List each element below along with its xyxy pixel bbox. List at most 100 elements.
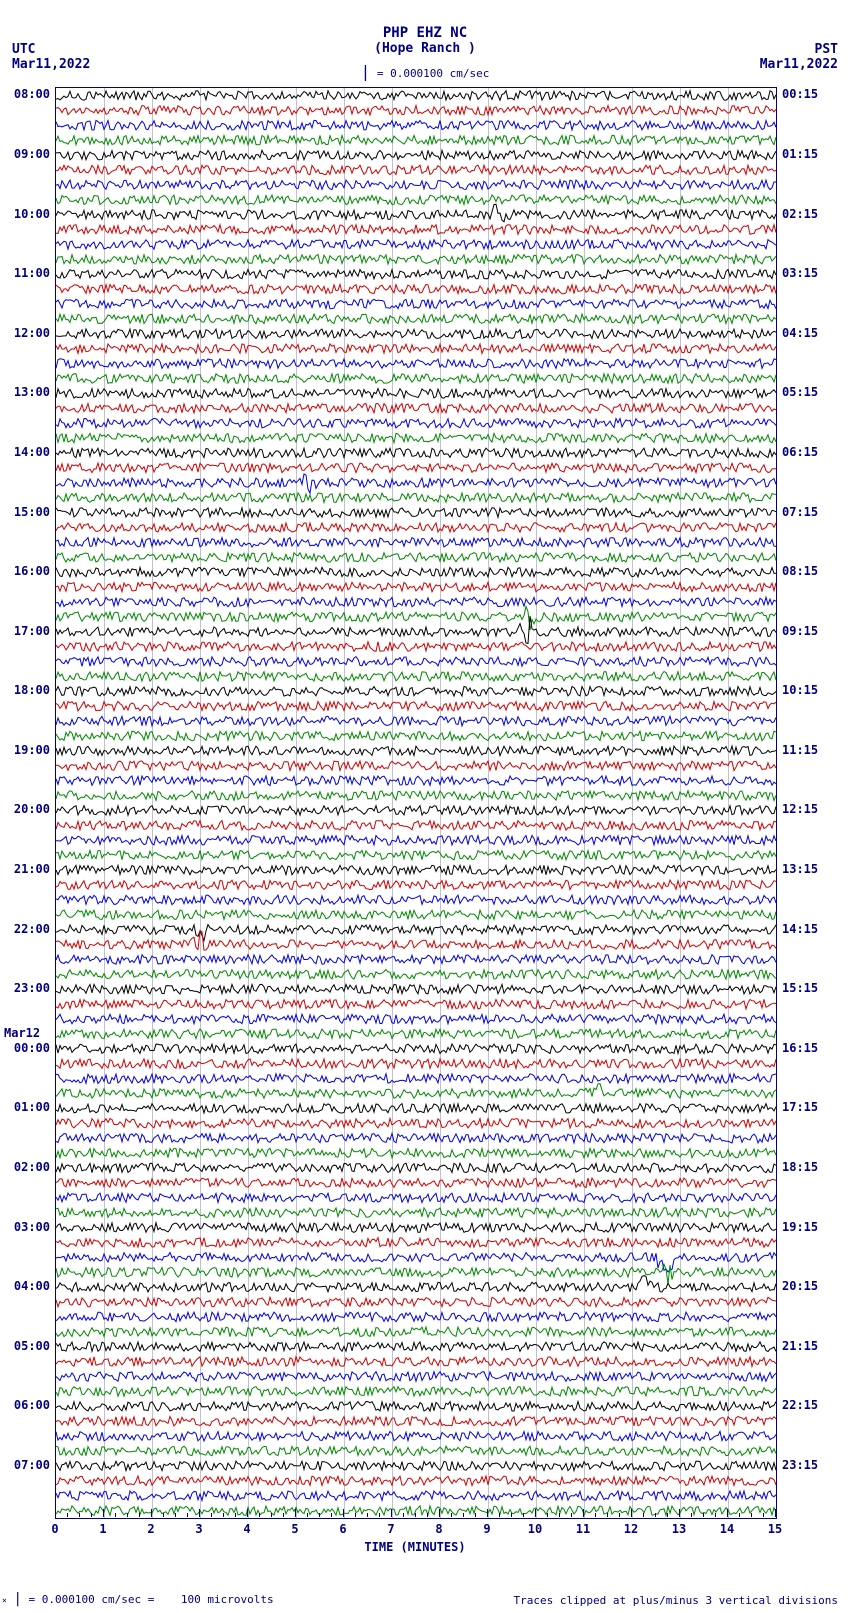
x-tick-label: 9 <box>483 1522 490 1536</box>
seismic-trace <box>56 970 776 980</box>
pst-time-label: 22:15 <box>782 1398 818 1412</box>
utc-time-label: 14:00 <box>2 445 50 459</box>
utc-time-label: 21:00 <box>2 862 50 876</box>
seismic-trace <box>56 418 776 428</box>
seismic-trace <box>56 1119 776 1129</box>
seismic-trace <box>56 1402 776 1412</box>
seismic-trace <box>56 865 776 875</box>
seismic-trace <box>56 359 776 369</box>
seismic-trace <box>56 1387 776 1397</box>
utc-time-label: 18:00 <box>2 683 50 697</box>
seismic-trace <box>56 1342 776 1352</box>
right-date: Mar11,2022 <box>760 57 838 72</box>
seismic-trace <box>56 999 776 1009</box>
seismic-trace <box>56 474 776 493</box>
x-axis-title: TIME (MINUTES) <box>364 1540 465 1554</box>
seismic-trace <box>56 1297 776 1307</box>
x-tick-label: 15 <box>768 1522 782 1536</box>
left-date: Mar11,2022 <box>12 57 90 72</box>
pst-time-label: 18:15 <box>782 1160 818 1174</box>
seismic-trace <box>56 106 776 116</box>
utc-time-label: 01:00 <box>2 1100 50 1114</box>
utc-time-label: 19:00 <box>2 743 50 757</box>
seismic-trace <box>56 1074 776 1084</box>
pst-time-label: 19:15 <box>782 1220 818 1234</box>
utc-time-label: 05:00 <box>2 1339 50 1353</box>
seismic-trace <box>56 746 776 756</box>
pst-time-label: 13:15 <box>782 862 818 876</box>
seismic-trace <box>56 1084 776 1099</box>
x-tick-label: 7 <box>387 1522 394 1536</box>
seismic-trace <box>56 607 776 631</box>
x-tick-label: 3 <box>195 1522 202 1536</box>
seismic-trace <box>56 1372 776 1382</box>
utc-time-label: 02:00 <box>2 1160 50 1174</box>
seismic-trace <box>56 616 776 644</box>
seismic-trace <box>56 835 776 845</box>
seismic-trace <box>56 1163 776 1173</box>
pst-time-label: 17:15 <box>782 1100 818 1114</box>
helicorder-chart: PHP EHZ NC (Hope Ranch ) | = 0.000100 cm… <box>0 0 850 1613</box>
seismic-trace <box>56 925 776 941</box>
seismic-trace <box>56 850 776 860</box>
seismic-trace <box>56 791 776 801</box>
seismic-trace <box>56 553 776 562</box>
utc-time-label: 03:00 <box>2 1220 50 1234</box>
pst-time-label: 15:15 <box>782 981 818 995</box>
seismic-trace <box>56 269 776 279</box>
pst-time-label: 23:15 <box>782 1458 818 1472</box>
utc-time-label: 12:00 <box>2 326 50 340</box>
utc-time-label: 11:00 <box>2 266 50 280</box>
seismic-trace <box>56 582 776 592</box>
seismic-trace <box>56 314 776 324</box>
seismic-trace <box>56 448 776 458</box>
seismic-trace <box>56 389 776 399</box>
seismic-trace <box>56 150 776 160</box>
seismic-trace <box>56 433 776 443</box>
utc-time-label: 16:00 <box>2 564 50 578</box>
seismic-trace <box>56 344 776 354</box>
seismic-trace <box>56 120 776 130</box>
seismic-trace <box>56 702 776 712</box>
pst-time-label: 05:15 <box>782 385 818 399</box>
utc-time-label: 17:00 <box>2 624 50 638</box>
seismic-trace <box>56 204 776 222</box>
pst-time-label: 01:15 <box>782 147 818 161</box>
seismic-trace <box>56 165 776 175</box>
pst-time-label: 07:15 <box>782 505 818 519</box>
x-axis: TIME (MINUTES) 0123456789101112131415 <box>55 1518 775 1568</box>
pst-time-label: 14:15 <box>782 922 818 936</box>
pst-time-label: 09:15 <box>782 624 818 638</box>
utc-time-label: 07:00 <box>2 1458 50 1472</box>
seismic-trace <box>56 895 776 905</box>
seismic-trace <box>56 1133 776 1143</box>
utc-time-label: 09:00 <box>2 147 50 161</box>
seismic-trace <box>56 1431 776 1441</box>
pst-time-label: 20:15 <box>782 1279 818 1293</box>
seismic-trace <box>56 91 776 101</box>
x-tick-label: 4 <box>243 1522 250 1536</box>
seismic-trace <box>56 716 776 726</box>
x-tick-label: 1 <box>99 1522 106 1536</box>
seismic-trace <box>56 880 776 890</box>
seismic-trace <box>56 597 776 607</box>
station-name: (Hope Ranch ) <box>0 41 850 56</box>
x-tick-label: 14 <box>720 1522 734 1536</box>
seismic-trace <box>56 1312 776 1322</box>
seismic-trace <box>56 657 776 667</box>
seismic-trace <box>56 776 776 786</box>
seismic-trace <box>56 329 776 339</box>
seismic-trace <box>56 687 776 697</box>
utc-time-label: 23:00 <box>2 981 50 995</box>
seismic-trace <box>56 1416 776 1426</box>
x-tick-label: 0 <box>51 1522 58 1536</box>
seismic-trace <box>56 1193 776 1203</box>
right-timezone: PST <box>815 42 838 57</box>
pst-time-label: 02:15 <box>782 207 818 221</box>
seismic-trace <box>56 821 776 831</box>
utc-time-label: 13:00 <box>2 385 50 399</box>
scale-info: | = 0.000100 cm/sec <box>0 62 850 81</box>
pst-time-label: 00:15 <box>782 87 818 101</box>
seismic-trace <box>56 1148 776 1158</box>
seismic-trace <box>56 1461 776 1471</box>
